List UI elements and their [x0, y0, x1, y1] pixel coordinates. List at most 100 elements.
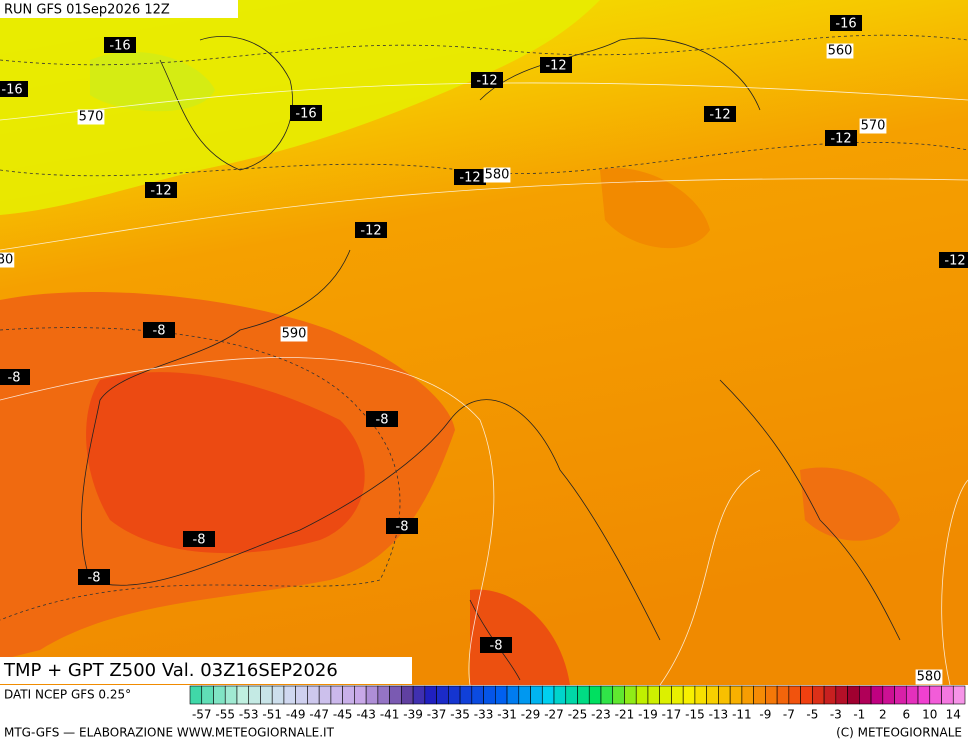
scale-swatch	[952, 685, 966, 705]
temperature-label-box	[145, 182, 177, 198]
temperature-label: -16	[1, 83, 22, 98]
scale-swatch	[600, 685, 614, 705]
temperature-label-box	[143, 322, 175, 338]
scale-swatch	[588, 685, 602, 705]
temperature-label: -8	[376, 413, 389, 428]
scale-label: -15	[685, 708, 705, 722]
scale-swatch	[882, 685, 895, 705]
temperature-label-box	[183, 531, 215, 547]
scale-swatch	[260, 685, 273, 705]
scale-label: 6	[902, 708, 910, 722]
scale-label: -17	[662, 708, 682, 722]
run-label: RUN GFS 01Sep2026 12Z	[4, 3, 170, 18]
scale-swatch	[224, 685, 238, 705]
scale-swatch	[471, 685, 484, 705]
scale-label: -11	[732, 708, 752, 722]
scale-swatch	[565, 685, 578, 705]
temperature-label: -16	[295, 107, 316, 122]
scale-label: -41	[380, 708, 400, 722]
scale-label: -3	[830, 708, 842, 722]
height-label: 570	[861, 119, 886, 134]
scale-label: -31	[497, 708, 517, 722]
scale-label: -7	[783, 708, 795, 722]
scale-label: -1	[853, 708, 865, 722]
height-label: 80	[0, 253, 13, 268]
temperature-label: -16	[109, 39, 130, 54]
temperature-label-box	[471, 72, 503, 88]
scale-swatch	[577, 685, 590, 705]
temperature-label-box	[540, 57, 572, 73]
scale-swatch	[812, 685, 825, 705]
scale-swatch	[495, 685, 508, 705]
scale-label: -49	[286, 708, 306, 722]
scale-swatch	[213, 685, 226, 705]
temperature-label: -8	[153, 324, 166, 339]
scale-swatch	[307, 685, 320, 705]
height-label-box	[826, 43, 854, 59]
scale-swatch	[941, 685, 954, 705]
temperature-label-box	[355, 222, 387, 238]
scale-label: 2	[879, 708, 887, 722]
scale-swatch	[776, 685, 790, 705]
scale-swatch	[859, 685, 872, 705]
scale-label: -57	[192, 708, 212, 722]
height-label: 580	[485, 168, 510, 183]
scale-swatch	[483, 685, 496, 705]
scale-label: -29	[521, 708, 541, 722]
scale-swatch	[201, 685, 214, 705]
scale-swatch	[917, 685, 931, 705]
height-label: 570	[79, 110, 104, 125]
scale-swatch	[541, 685, 555, 705]
temperature-label: -8	[490, 639, 503, 654]
scale-swatch	[506, 685, 520, 705]
scale-swatch	[412, 685, 426, 705]
height-label: 580	[917, 670, 942, 685]
scale-swatch	[647, 685, 660, 705]
scale-swatch	[518, 685, 531, 705]
temperature-label-box	[0, 369, 30, 385]
scale-swatch	[189, 685, 203, 705]
temperature-label-box	[825, 130, 857, 146]
map	[0, 0, 968, 686]
map-title: TMP + GPT Z500 Val. 03Z16SEP2026	[3, 660, 338, 681]
scale-label: -21	[615, 708, 635, 722]
height-label: 560	[828, 44, 853, 59]
scale-label: -19	[638, 708, 658, 722]
scale-swatch	[365, 685, 379, 705]
temperature-label-box	[454, 169, 486, 185]
scale-swatch	[635, 685, 649, 705]
scale-swatch	[295, 685, 308, 705]
height-label-box	[77, 109, 105, 125]
temperature-label-box	[830, 15, 862, 31]
scale-label: -23	[591, 708, 611, 722]
scale-label: -33	[474, 708, 494, 722]
temperature-contours	[0, 34, 968, 621]
scale-swatch	[342, 685, 355, 705]
scale-swatch	[694, 685, 707, 705]
scale-label: -47	[309, 708, 329, 722]
scale-swatch	[718, 685, 731, 705]
temperature-label-box	[78, 569, 110, 585]
color-scale: -57 -55 -53 -51 -49 -47 -45 -43 -41 -39 -37 -35 -33-…	[189, 685, 966, 722]
temperature-label: -12	[830, 132, 851, 147]
scale-swatch	[354, 685, 367, 705]
scale-swatch	[729, 685, 743, 705]
temperature-label: -12	[360, 224, 381, 239]
scale-swatch	[330, 685, 343, 705]
temperature-label-box	[386, 518, 418, 534]
temperature-label: -8	[8, 371, 21, 386]
scale-label: 14	[946, 708, 961, 722]
coastlines	[81, 36, 901, 681]
scale-swatch	[753, 685, 766, 705]
height-label-box	[915, 669, 943, 685]
scale-swatch	[448, 685, 461, 705]
scale-swatch	[741, 685, 754, 705]
scale-swatch	[659, 685, 672, 705]
temperature-label: -12	[150, 184, 171, 199]
temperature-label-box	[0, 81, 28, 97]
scale-label: -27	[544, 708, 564, 722]
scale-swatch	[894, 685, 907, 705]
scale-swatch	[530, 685, 543, 705]
run-box	[0, 0, 238, 18]
